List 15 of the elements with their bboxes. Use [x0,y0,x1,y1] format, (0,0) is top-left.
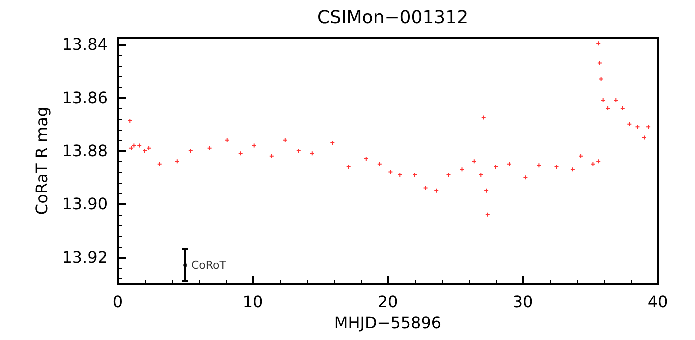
x-tick-label: 0 [112,292,124,312]
x-tick-label: 40 [648,292,668,312]
x-tick-label: 10 [242,292,264,312]
annotation: CoRoT [192,258,227,272]
y-tick-label: 13.88 [62,142,108,161]
y-tick-label: 13.90 [62,194,108,214]
y-axis-title: CoRaT R mag [32,106,52,216]
x-tick-label: 20 [378,292,398,312]
x-axis-title: MHJD−55896 [334,313,442,332]
x-tick-label: 30 [512,292,534,312]
y-tick-label: 13.86 [62,88,108,108]
point [184,263,188,268]
chart-title: CSIMon−001312 [317,8,469,28]
y-tick-label: 13.84 [62,35,108,54]
y-tick-label: 13.92 [62,248,108,267]
